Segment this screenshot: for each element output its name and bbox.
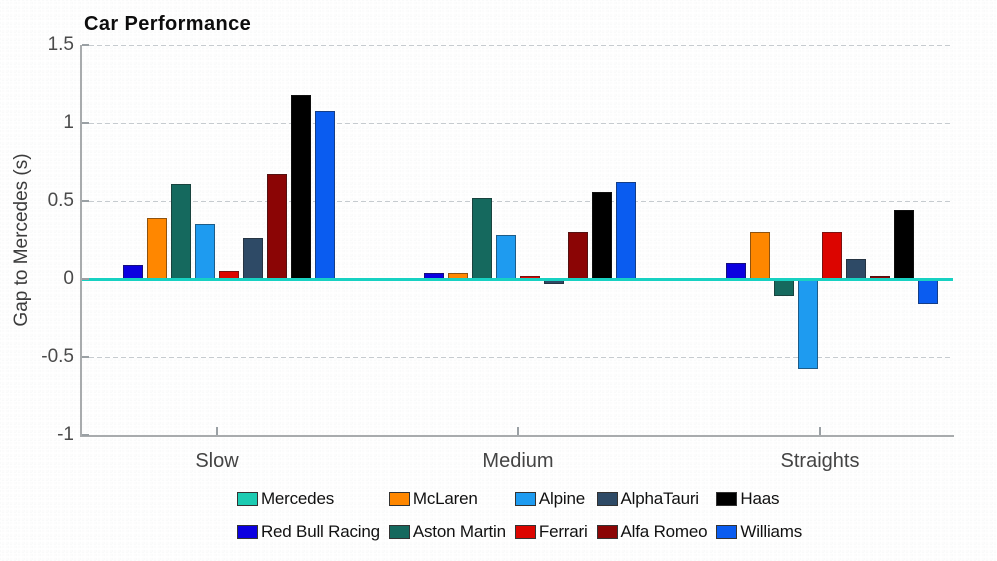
gridline	[81, 122, 953, 124]
legend-label: Haas	[740, 489, 780, 508]
x-axis-tick	[216, 427, 218, 435]
bar-alpine-straights	[798, 279, 818, 370]
gridline	[81, 356, 953, 358]
y-axis-tick	[82, 122, 89, 124]
legend: Mercedes McLaren Alpine AlphaTauri Haas Red B…	[21, 489, 997, 542]
gridline	[81, 200, 953, 202]
bar-alfa-romeo-medium	[568, 232, 588, 279]
bar-aston-martin-medium	[472, 197, 492, 279]
gridline	[81, 44, 953, 46]
bar-red-bull-racing-slow	[123, 264, 143, 279]
legend-swatch-red-bull-racing	[236, 525, 258, 539]
y-tick-label: 1	[63, 112, 74, 133]
y-tick-label: 0.5	[47, 190, 74, 211]
legend-label: Red Bull Racing	[260, 522, 380, 541]
x-tick-label-medium: Medium	[482, 450, 554, 472]
legend-item-aston-martin: Aston Martin	[388, 522, 506, 542]
y-axis-spine	[80, 45, 82, 437]
legend-item-alpine: Alpine	[514, 489, 588, 509]
x-axis-tick	[819, 427, 821, 435]
bar-alpine-slow	[195, 224, 215, 279]
legend-item-alfa-romeo: Alfa Romeo	[596, 522, 708, 542]
legend-swatch-alpine	[514, 492, 536, 506]
legend-item-red-bull-racing: Red Bull Racing	[236, 522, 380, 542]
x-tick-label-slow: Slow	[195, 450, 239, 472]
legend-item-mercedes: Mercedes	[236, 489, 380, 509]
bar-haas-slow	[291, 94, 311, 279]
x-tick-label-straights: Straights	[780, 450, 860, 472]
legend-label: McLaren	[412, 489, 478, 508]
bar-alfa-romeo-slow	[267, 174, 287, 279]
bar-williams-straights	[918, 279, 938, 304]
legend-item-haas: Haas	[716, 489, 802, 509]
bar-ferrari-straights	[822, 232, 842, 279]
y-axis-tick	[82, 356, 89, 358]
legend-swatch-aston-martin	[388, 525, 410, 539]
legend-label: Williams	[740, 522, 803, 541]
y-axis-tick	[82, 278, 89, 280]
bar-aston-martin-straights	[774, 279, 794, 297]
x-axis-tick	[517, 427, 519, 435]
bar-haas-medium	[592, 191, 612, 279]
legend-item-alphatauri: AlphaTauri	[596, 489, 708, 509]
bar-alpine-medium	[496, 235, 516, 279]
bar-mclaren-straights	[750, 232, 770, 279]
legend-swatch-haas	[716, 492, 738, 506]
y-tick-label: -0.5	[41, 346, 74, 367]
legend-swatch-mercedes	[236, 492, 258, 506]
y-tick-label: 0	[63, 268, 74, 289]
legend-label: AlphaTauri	[620, 489, 700, 508]
legend-swatch-ferrari	[514, 525, 536, 539]
bar-aston-martin-slow	[171, 183, 191, 279]
bar-mclaren-slow	[147, 218, 167, 279]
legend-label: Aston Martin	[412, 522, 506, 541]
x-axis-spine	[80, 435, 954, 437]
bar-williams-medium	[616, 182, 636, 279]
legend-label: Mercedes	[260, 489, 334, 508]
legend-swatch-mclaren	[388, 492, 410, 506]
bar-haas-straights	[894, 210, 914, 279]
legend-label: Ferrari	[538, 522, 588, 541]
legend-swatch-alphatauri	[596, 492, 618, 506]
zero-line	[81, 278, 953, 281]
legend-item-ferrari: Ferrari	[514, 522, 588, 542]
legend-label: Alpine	[538, 489, 585, 508]
bar-alphatauri-straights	[846, 258, 866, 279]
bar-red-bull-racing-straights	[726, 263, 746, 279]
legend-grid: Mercedes McLaren Alpine AlphaTauri Haas Red B…	[236, 489, 802, 542]
legend-swatch-williams	[716, 525, 738, 539]
y-axis-tick	[82, 44, 89, 46]
y-tick-label: -1	[57, 424, 74, 445]
bar-williams-slow	[315, 110, 335, 279]
y-axis-tick	[82, 200, 89, 202]
y-axis-label: Gap to Mercedes (s)	[11, 153, 32, 327]
legend-item-williams: Williams	[716, 522, 802, 542]
y-axis-tick	[82, 434, 89, 436]
legend-item-mclaren: McLaren	[388, 489, 506, 509]
bar-alphatauri-slow	[243, 238, 263, 279]
legend-swatch-alfa-romeo	[596, 525, 618, 539]
chart-title: Car Performance	[84, 13, 252, 35]
y-tick-label: 1.5	[47, 34, 74, 55]
legend-label: Alfa Romeo	[620, 522, 708, 541]
